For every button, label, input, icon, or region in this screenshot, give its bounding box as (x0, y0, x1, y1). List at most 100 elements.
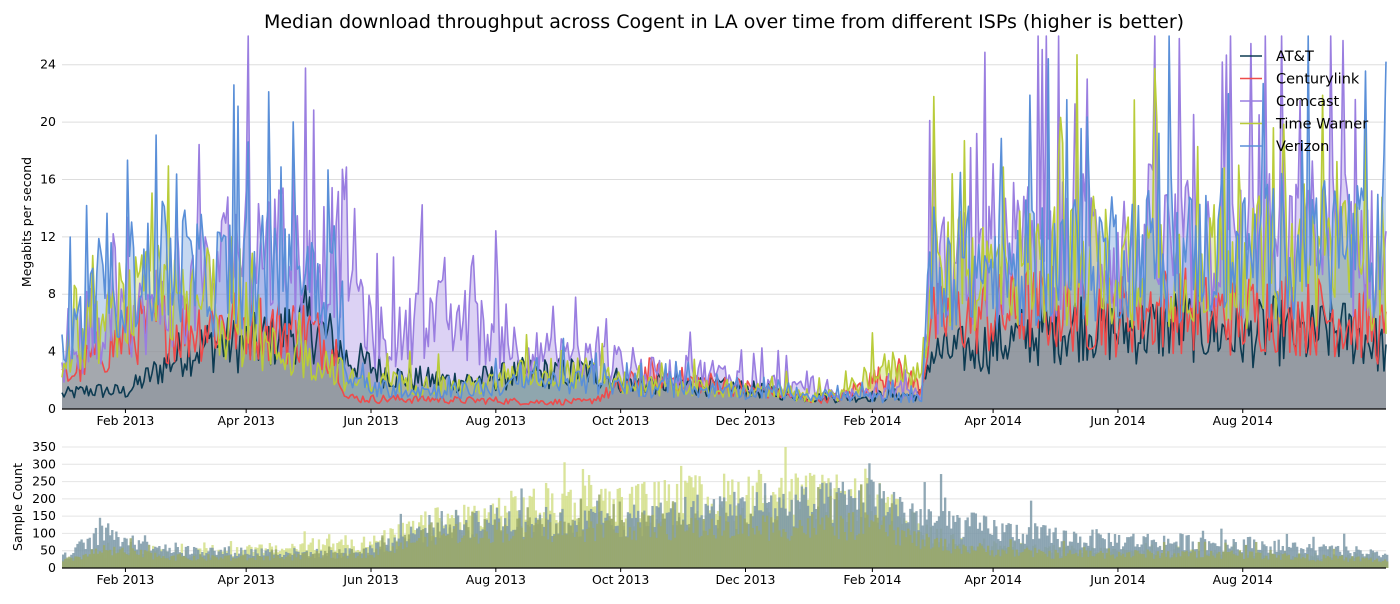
sample-count-bar (980, 545, 984, 568)
sample-count-bar (366, 552, 370, 568)
sample-count-bar (244, 554, 247, 568)
sample-count-bar (205, 553, 208, 568)
sample-count-bar (254, 549, 257, 568)
sample-count-bar (78, 557, 81, 568)
sample-count-bar (733, 535, 736, 568)
sample-count-bar (919, 548, 922, 568)
sample-count-bar (221, 558, 224, 568)
sample-count-bar (1117, 551, 1121, 568)
sample-count-bar (1156, 551, 1160, 568)
sample-count-bar (102, 545, 106, 568)
sample-count-bar (1003, 550, 1006, 568)
sample-count-bar (972, 512, 975, 568)
sample-count-bar (94, 548, 98, 568)
sample-count-bar (808, 537, 812, 568)
sample-count-bar (1293, 557, 1297, 568)
sample-count-bar (426, 546, 429, 568)
sample-count-bar (680, 465, 683, 568)
sample-count-bar (960, 553, 963, 568)
sample-count-x-tick-label: Jun 2014 (1089, 572, 1145, 587)
sample-count-bar (892, 491, 896, 568)
sample-count-bar (1048, 550, 1051, 568)
sample-count-bar (950, 553, 953, 568)
sample-count-bar (131, 548, 134, 568)
sample-count-bar (111, 530, 114, 568)
sample-count-bar (931, 547, 935, 568)
sample-count-bar (536, 519, 540, 568)
sample-count-bar (1001, 523, 1004, 568)
sample-count-bar (1336, 558, 1340, 568)
sample-count-bar (129, 538, 132, 568)
sample-count-bar (1134, 550, 1137, 568)
sample-count-bar (428, 524, 431, 568)
legend-item-comcast: Comcast (1240, 94, 1340, 110)
sample-count-y-tick-label: 50 (40, 543, 56, 558)
sample-count-bar (1025, 547, 1029, 568)
bars-comcast (62, 484, 1389, 568)
sample-count-bar (371, 555, 374, 568)
series-line-comcast (61, 35, 1387, 402)
throughput-x-tick-label: Dec 2013 (715, 413, 775, 428)
sample-count-bar (321, 555, 325, 568)
sample-count-bar (1330, 545, 1334, 568)
sample-count-bar (1130, 536, 1133, 568)
sample-count-bar (837, 539, 840, 568)
sample-count-bar (923, 482, 926, 568)
sample-count-bar (677, 512, 681, 568)
sample-count-bar (64, 558, 67, 568)
sample-count-bar (358, 552, 362, 568)
sample-count-bar (872, 521, 875, 568)
sample-count-bar (753, 534, 757, 568)
legend-label: AT&T (1276, 49, 1314, 65)
sample-count-bar (684, 531, 687, 568)
sample-count-bar (1234, 555, 1237, 568)
sample-count-bar (553, 535, 556, 568)
sample-count-bar (424, 536, 427, 568)
sample-count-bar (890, 503, 894, 568)
sample-count-bar (1105, 552, 1108, 568)
sample-count-bar (1291, 559, 1295, 568)
sample-count-bar (1255, 541, 1258, 568)
sample-count-bar (1383, 559, 1387, 568)
sample-count-bar (933, 539, 937, 568)
sample-count-x-tick-label: Feb 2014 (843, 572, 901, 587)
sample-count-bar (653, 482, 656, 568)
sample-count-bar (1340, 555, 1344, 568)
sample-count-bar (109, 549, 112, 568)
sample-count-bar (1099, 550, 1102, 568)
sample-count-bar (790, 499, 793, 568)
sample-count-bar (92, 553, 96, 568)
sample-count-bar (1203, 541, 1207, 568)
sample-count-bar (313, 553, 317, 568)
sample-count-y-tick-label: 0 (48, 560, 56, 575)
sample-count-bar (802, 532, 806, 568)
sample-count-bar (821, 517, 824, 568)
sample-count-bar (489, 505, 493, 568)
sample-count-bar (905, 537, 908, 568)
sample-count-bar (1263, 544, 1266, 568)
sample-count-bar (504, 524, 507, 568)
sample-count-bar (1117, 534, 1121, 568)
sample-count-bar (262, 560, 265, 568)
sample-count-bar (921, 539, 924, 568)
sample-count-bar (747, 476, 750, 568)
sample-count-bar (1054, 527, 1057, 568)
sample-count-bar (704, 530, 707, 568)
sample-count-bar (538, 519, 542, 568)
sample-count-bar (203, 558, 206, 568)
sample-count-bar (1077, 556, 1080, 568)
sample-count-bar (782, 529, 785, 568)
sample-count-bar (197, 549, 200, 568)
throughput-y-tick-label: 24 (40, 57, 56, 72)
sample-count-y-tick-label: 300 (32, 456, 56, 471)
sample-count-bar (577, 517, 581, 568)
sample-count-bar (950, 528, 953, 568)
sample-count-bar (1347, 550, 1350, 568)
sample-count-y-tick-label: 100 (32, 525, 56, 540)
sample-count-bar (755, 525, 759, 568)
sample-count-bar (925, 533, 928, 568)
sample-count-bar (894, 544, 898, 568)
sample-count-bar (1277, 555, 1280, 568)
sample-count-bar (62, 561, 65, 568)
